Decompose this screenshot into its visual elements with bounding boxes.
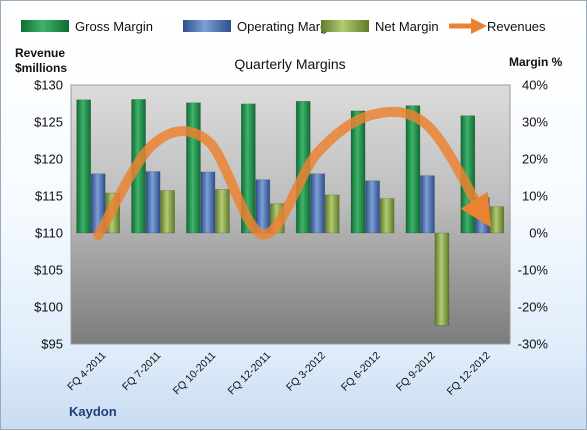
bar-operating-margin-fq-12-2011 [255,179,271,234]
bar-gross-margin-fq-9-2012 [405,105,421,234]
bar-operating-margin-fq-9-2012 [420,175,435,234]
bar-gross-margin-fq-6-2012 [350,110,366,234]
legend: Gross Margin Operating Margin Net Margin… [21,17,546,35]
right-tick-label: -30% [518,337,549,352]
bar-net-margin-fq-6-2012 [379,198,395,234]
footer-company-name: Kaydon [69,404,117,419]
right-tick-label: 30% [522,115,548,130]
x-tick-label-fq-3-2012: FQ 3-2012 [284,350,328,394]
bar-operating-margin-fq-10-2011 [200,171,216,234]
x-axis-ticks: FQ 4-2011 FQ 7-2011 FQ 10-2011 FQ 12-2011 FQ… [65,350,493,398]
legend-label-net-margin: Net Margin [375,19,439,34]
legend-swatch-operating-margin [183,20,231,32]
left-tick-label: $125 [34,115,63,130]
x-tick-label-fq-12-2012: FQ 12-2012 [445,350,493,398]
bar-operating-margin-fq-3-2012 [310,173,325,234]
revenue-line-group [93,106,492,241]
bar-operating-margin-fq-7-2011 [145,171,161,234]
legend-label-operating-margin: Operating Margin [237,19,337,34]
x-tick-label-fq-4-2011: FQ 4-2011 [65,350,109,394]
legend-swatch-gross-margin [21,20,69,32]
left-tick-label: $130 [34,78,63,93]
bar-gross-margin-fq-4-2011 [76,99,91,234]
legend-label-gross-margin: Gross Margin [75,19,153,34]
x-tick-label-fq-9-2012: FQ 9-2012 [394,350,438,394]
x-tick-label-fq-7-2011: FQ 7-2011 [120,350,164,394]
bar-net-margin-fq-10-2011 [215,189,230,234]
bar-gross-margin-fq-10-2011 [186,102,201,234]
bar-net-margin-fq-3-2012 [324,194,340,234]
left-axis-title-line1: Revenue [15,46,65,60]
right-tick-label: -20% [518,300,549,315]
right-tick-label: 20% [522,152,548,167]
right-tick-label: 40% [522,78,548,93]
left-tick-label: $115 [35,189,63,204]
left-tick-label: $95 [41,337,63,352]
bar-net-margin-fq-12-2012 [489,206,505,234]
right-axis-ticks: -30% -20% -10% 0% 10% 20% 30% 40% [518,78,549,352]
left-tick-label: $100 [34,300,63,315]
right-tick-label: -10% [518,263,549,278]
x-tick-label-fq-10-2011: FQ 10-2011 [171,350,219,398]
x-tick-label-fq-12-2011: FQ 12-2011 [226,350,274,398]
left-tick-label: $105 [34,263,63,278]
revenue-line [93,106,492,241]
left-axis-ticks: $95 $100 $105 $110 $115 $120 $125 $130 [34,78,63,352]
right-tick-label: 0% [529,226,548,241]
left-axis-title-line2: $millions [15,61,67,75]
legend-label-revenues: Revenues [487,19,546,34]
legend-swatch-net-margin [321,20,369,32]
bar-net-margin-fq-9-2012 [434,232,450,326]
right-axis-title: Margin % [509,55,563,69]
right-tick-label: 10% [522,189,548,204]
bar-gross-margin-fq-12-2011 [241,103,256,234]
bar-operating-margin-fq-6-2012 [365,180,380,234]
left-tick-label: $110 [35,226,63,241]
bar-net-margin-fq-7-2011 [160,190,175,234]
x-tick-label-fq-6-2012: FQ 6-2012 [339,350,383,394]
chart-title: Quarterly Margins [234,56,345,72]
left-tick-label: $120 [34,152,63,167]
